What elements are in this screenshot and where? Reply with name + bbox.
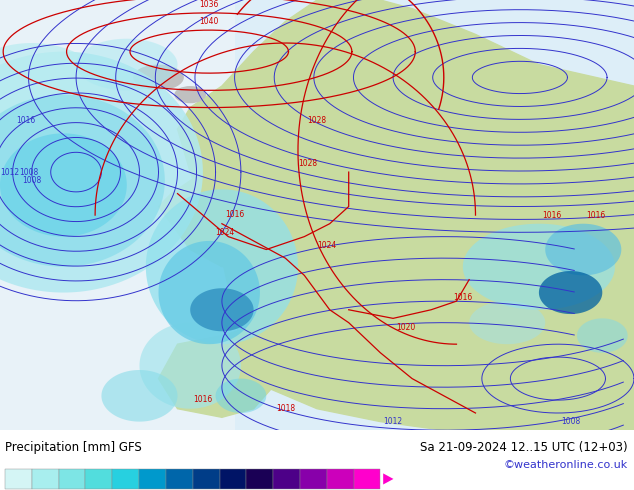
Bar (112, 469, 139, 489)
Polygon shape (545, 224, 621, 275)
Text: Sa 21-09-2024 12..15 UTC (12+03): Sa 21-09-2024 12..15 UTC (12+03) (420, 441, 628, 454)
Bar (59, 469, 86, 489)
Text: 1016: 1016 (16, 116, 35, 125)
Text: 1016: 1016 (586, 211, 605, 220)
Text: 1008: 1008 (22, 176, 41, 185)
Bar (5, 469, 32, 489)
Text: 1040: 1040 (200, 17, 219, 26)
Polygon shape (178, 0, 349, 172)
Polygon shape (190, 288, 254, 331)
Text: 1012: 1012 (384, 417, 403, 426)
Polygon shape (101, 370, 178, 421)
Polygon shape (0, 51, 203, 293)
Bar (166, 469, 193, 489)
Polygon shape (0, 43, 108, 147)
Text: 1016: 1016 (193, 395, 212, 404)
Ellipse shape (174, 86, 206, 103)
Text: 1012: 1012 (0, 168, 19, 176)
Polygon shape (0, 133, 127, 237)
Text: ©weatheronline.co.uk: ©weatheronline.co.uk (503, 460, 628, 470)
Polygon shape (158, 172, 266, 267)
Ellipse shape (133, 65, 184, 90)
Text: 1016: 1016 (542, 211, 561, 220)
Polygon shape (0, 95, 165, 267)
Text: 1020: 1020 (396, 323, 415, 332)
Polygon shape (469, 301, 545, 344)
Text: 1028: 1028 (307, 116, 327, 125)
Bar (354, 469, 380, 489)
Text: 1018: 1018 (276, 404, 295, 413)
Bar (219, 469, 247, 489)
Bar (193, 469, 219, 489)
Bar (273, 469, 300, 489)
Bar (247, 469, 273, 489)
Bar (0, 0, 235, 430)
Polygon shape (139, 323, 241, 409)
Polygon shape (539, 271, 602, 314)
Polygon shape (577, 318, 628, 353)
Bar (300, 469, 327, 489)
Text: Precipitation [mm] GFS: Precipitation [mm] GFS (5, 441, 142, 454)
Polygon shape (178, 0, 634, 430)
Text: 1036: 1036 (200, 0, 219, 9)
Polygon shape (463, 224, 615, 310)
Polygon shape (158, 241, 260, 344)
Bar (86, 469, 112, 489)
Text: 1028: 1028 (298, 159, 317, 168)
Bar (32, 469, 59, 489)
Text: 1008: 1008 (19, 168, 38, 176)
Bar (327, 469, 354, 489)
Bar (139, 469, 166, 489)
Text: 1024: 1024 (216, 228, 235, 237)
Polygon shape (158, 323, 285, 417)
Text: 1008: 1008 (561, 417, 580, 426)
Text: 1016: 1016 (453, 293, 472, 301)
Text: 1016: 1016 (225, 210, 244, 220)
Polygon shape (146, 189, 298, 344)
Polygon shape (216, 379, 266, 413)
Polygon shape (76, 39, 178, 90)
Text: 1024: 1024 (317, 241, 336, 250)
